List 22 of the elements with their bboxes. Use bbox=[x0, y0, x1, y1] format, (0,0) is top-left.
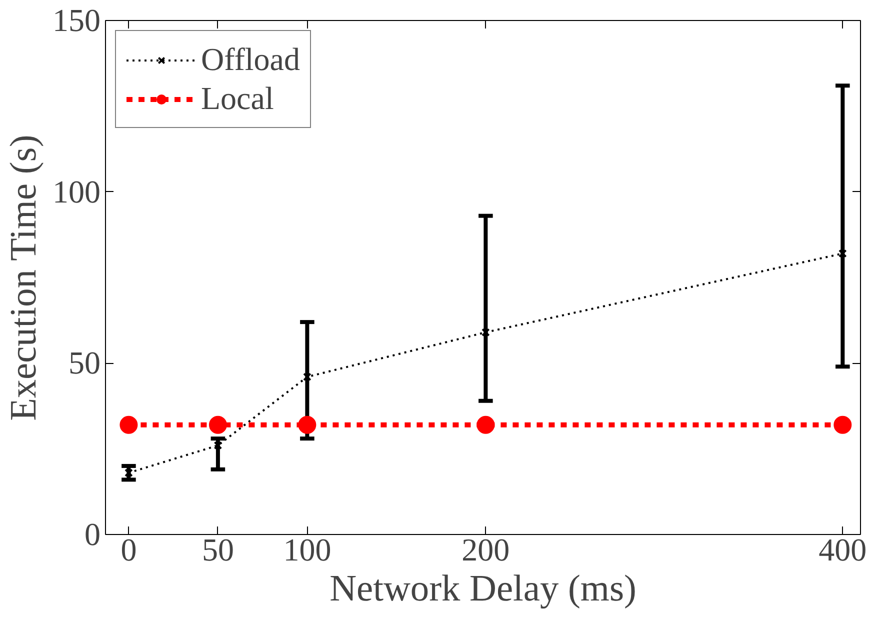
x-tick-label: 50 bbox=[202, 532, 234, 568]
point bbox=[124, 468, 133, 477]
point bbox=[214, 441, 222, 450]
y-tick-label: 100 bbox=[52, 173, 100, 210]
x-tick-label: 0 bbox=[120, 532, 137, 568]
legend-label: Local bbox=[201, 80, 274, 117]
x-tick-label: 100 bbox=[283, 532, 332, 568]
x-tick-label: 200 bbox=[462, 532, 510, 568]
y-tick-label: 150 bbox=[52, 2, 100, 38]
point bbox=[834, 416, 852, 434]
point bbox=[298, 416, 316, 434]
point bbox=[481, 328, 490, 337]
point bbox=[120, 416, 138, 434]
y-axis-title: Execution Time (s) bbox=[4, 134, 44, 421]
point bbox=[208, 416, 227, 434]
legend-label: Offload bbox=[201, 41, 300, 78]
point bbox=[838, 249, 847, 258]
point bbox=[476, 416, 495, 434]
x-tick-label: 400 bbox=[818, 532, 867, 568]
x-axis-title: Network Delay (ms) bbox=[330, 568, 636, 610]
point bbox=[303, 372, 312, 382]
y-tick-label: 50 bbox=[68, 344, 100, 381]
